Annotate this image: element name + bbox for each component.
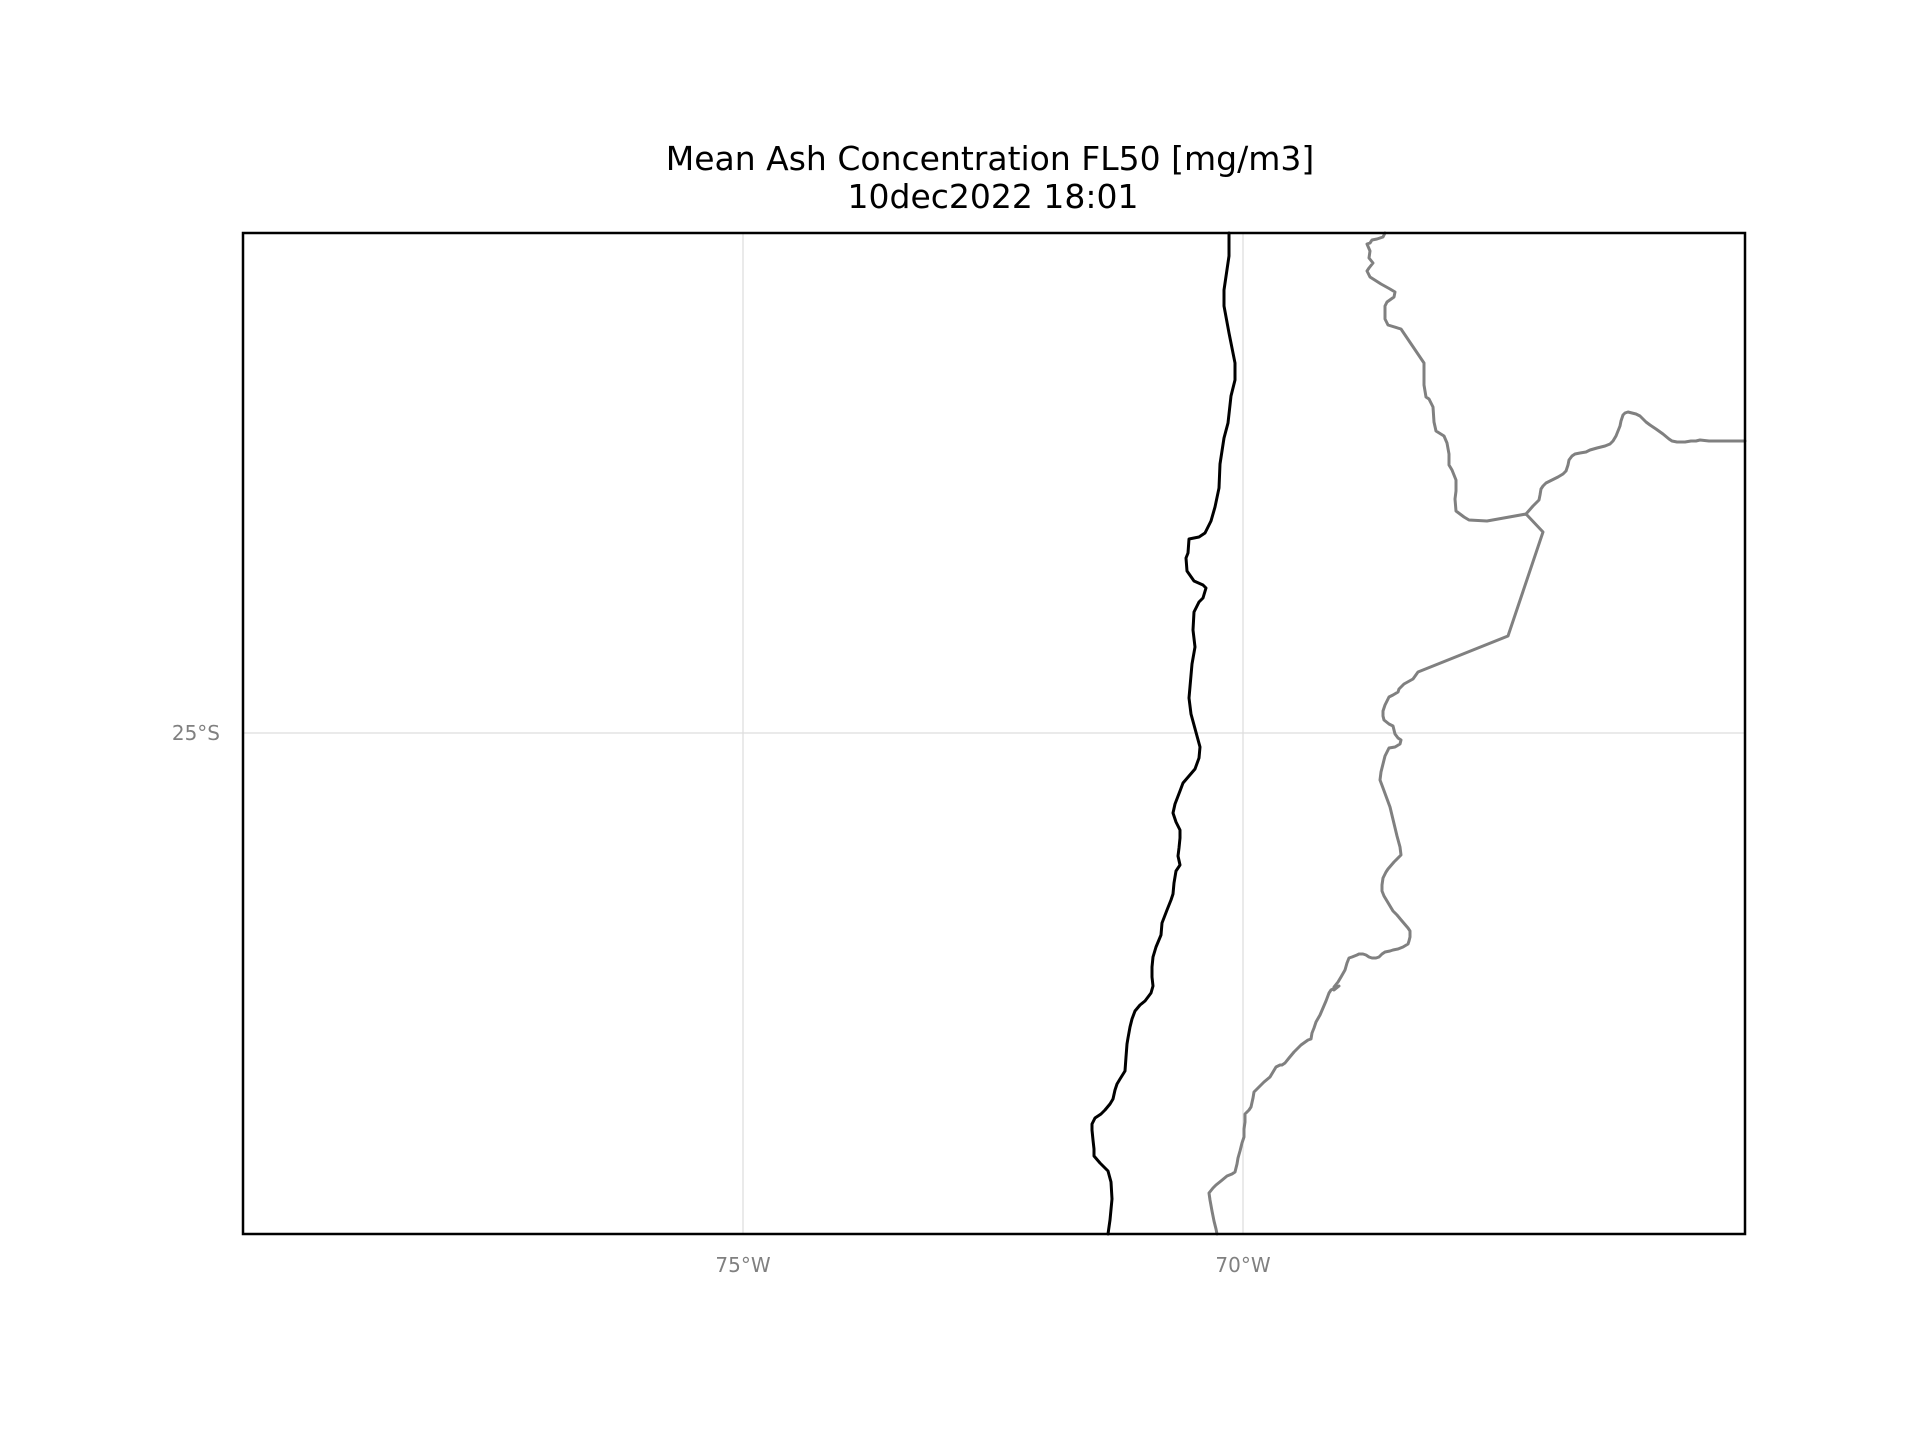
border-chile-argentina <box>1207 231 1545 1236</box>
map-title-line1: Mean Ash Concentration FL50 [mg/m3] <box>666 139 1314 178</box>
map-title-line2: 10dec2022 18:01 <box>848 177 1139 216</box>
tick-label-75w: 75°W <box>715 1253 770 1277</box>
tick-label-70w: 70°W <box>1215 1253 1270 1277</box>
map-plot-area <box>241 231 1747 1236</box>
map-frame <box>241 231 1747 1236</box>
border-argentina-bolivia-paraguay <box>1524 410 1747 516</box>
tick-label-25s: 25°S <box>172 721 220 745</box>
coastline <box>1090 231 1237 1236</box>
